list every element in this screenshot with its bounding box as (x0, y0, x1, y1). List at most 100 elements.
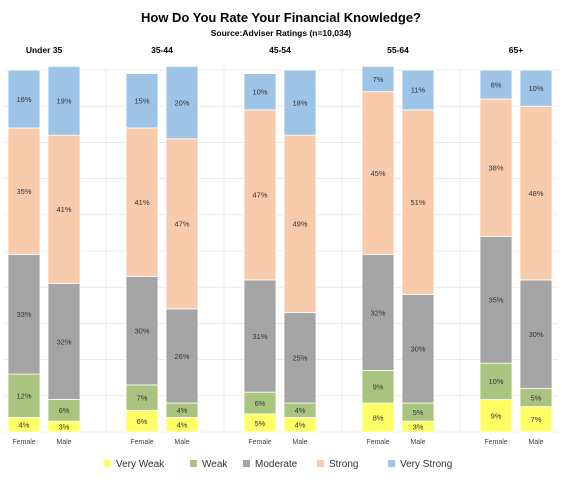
bar-segment (479, 399, 513, 433)
data-label: 11% (411, 86, 426, 95)
data-label: 31% (252, 332, 267, 341)
bar-segment (479, 69, 513, 100)
data-label: 51% (410, 198, 425, 207)
data-label: 26% (174, 352, 189, 361)
data-label: 4% (295, 421, 306, 430)
bar-segment (283, 134, 317, 313)
data-label: 30% (134, 326, 149, 335)
bar-segment (361, 402, 395, 433)
data-label: 38% (488, 164, 503, 173)
data-label: 45% (370, 169, 385, 178)
category-label: Female (12, 439, 35, 446)
data-label: 19% (56, 97, 71, 106)
gridlines (4, 68, 558, 433)
data-label: 3% (59, 422, 70, 431)
group-label: 55-64 (387, 45, 409, 55)
data-label: 8% (491, 80, 502, 89)
legend-swatch (243, 460, 250, 467)
data-label: 30% (528, 330, 543, 339)
data-label: 6% (137, 417, 148, 426)
bar-segment (283, 69, 317, 136)
group-label: Under 35 (26, 45, 63, 55)
bar-segment (519, 105, 553, 281)
category-label: Female (130, 439, 153, 446)
data-label: 4% (177, 421, 188, 430)
bar-segment (165, 65, 199, 140)
data-label: 12% (16, 392, 31, 401)
data-label: 10% (252, 88, 267, 97)
legend-label: Weak (202, 459, 228, 470)
data-label: 8% (373, 413, 384, 422)
bar-segment (401, 294, 435, 404)
bar-segment (361, 254, 395, 371)
category-label: Male (292, 439, 307, 446)
bar-segment (7, 69, 41, 129)
category-label: Female (248, 439, 271, 446)
category-label: Female (366, 439, 389, 446)
legend: Very Weak Weak Moderate Strong Very Strong (104, 459, 452, 470)
category-label: Male (410, 439, 425, 446)
bar-segment (125, 127, 159, 277)
data-label: 5% (255, 419, 266, 428)
data-label: 49% (292, 220, 307, 229)
chart-title: How Do You Rate Your Financial Knowledge… (141, 10, 421, 25)
data-label: 9% (491, 412, 502, 421)
data-label: 5% (531, 393, 542, 402)
bar-segment (243, 109, 277, 281)
data-label: 6% (255, 399, 266, 408)
bar-segment (165, 308, 199, 404)
bar-segment (519, 69, 553, 107)
data-label: 7% (373, 75, 384, 84)
data-label: 33% (16, 310, 31, 319)
data-label: 18% (292, 98, 307, 107)
group-label: 45-54 (269, 45, 291, 55)
bar-segment (243, 279, 277, 393)
data-label: 7% (531, 415, 542, 424)
data-labels: 4% 12% 33% 35% 16% 3% 6% 32% 41% 19% 6% 7% 30% 41% 15%… (16, 75, 543, 432)
bar-segment (47, 134, 81, 284)
data-label: 7% (137, 393, 148, 402)
category-label: Male (56, 439, 71, 446)
data-label: 47% (252, 191, 267, 200)
legend-label: Very Strong (400, 459, 452, 470)
legend-label: Moderate (255, 459, 298, 470)
bar-segment (47, 65, 81, 136)
data-label: 5% (413, 408, 424, 417)
category-label: Male (528, 439, 543, 446)
data-label: 10% (528, 84, 543, 93)
group-label: 35-44 (151, 45, 173, 55)
data-label: 4% (19, 421, 30, 430)
data-label: 25% (292, 354, 307, 363)
data-label: 4% (295, 406, 306, 415)
data-label: 47% (174, 220, 189, 229)
bar-segment (361, 65, 395, 93)
data-label: 35% (16, 187, 31, 196)
axis-labels: Under 35 Female Male 35-44 Female Male 45-54 Fe… (12, 45, 543, 446)
legend-swatch (317, 460, 324, 467)
legend-swatch (388, 460, 395, 467)
bar-segment (47, 283, 81, 400)
chart-subtitle: Source:Adviser Ratings (n=10,034) (211, 28, 352, 38)
data-label: 16% (16, 95, 31, 104)
legend-label: Strong (329, 459, 358, 470)
data-label: 32% (370, 308, 385, 317)
legend-swatch (190, 460, 197, 467)
data-label: 30% (410, 345, 425, 354)
category-label: Male (174, 439, 189, 446)
data-label: 10% (488, 377, 503, 386)
group-label: 65+ (509, 45, 523, 55)
bar-segment (243, 73, 277, 111)
bar-segment (401, 109, 435, 295)
data-label: 32% (56, 337, 71, 346)
legend-swatch (104, 460, 111, 467)
data-label: 35% (488, 296, 503, 305)
data-label: 4% (177, 406, 188, 415)
data-label: 48% (528, 189, 543, 198)
data-label: 3% (413, 422, 424, 431)
legend-label: Very Weak (116, 459, 165, 470)
bar-segment (125, 73, 159, 129)
bar-segment (125, 384, 159, 411)
data-label: 41% (56, 205, 71, 214)
bars (7, 65, 553, 433)
